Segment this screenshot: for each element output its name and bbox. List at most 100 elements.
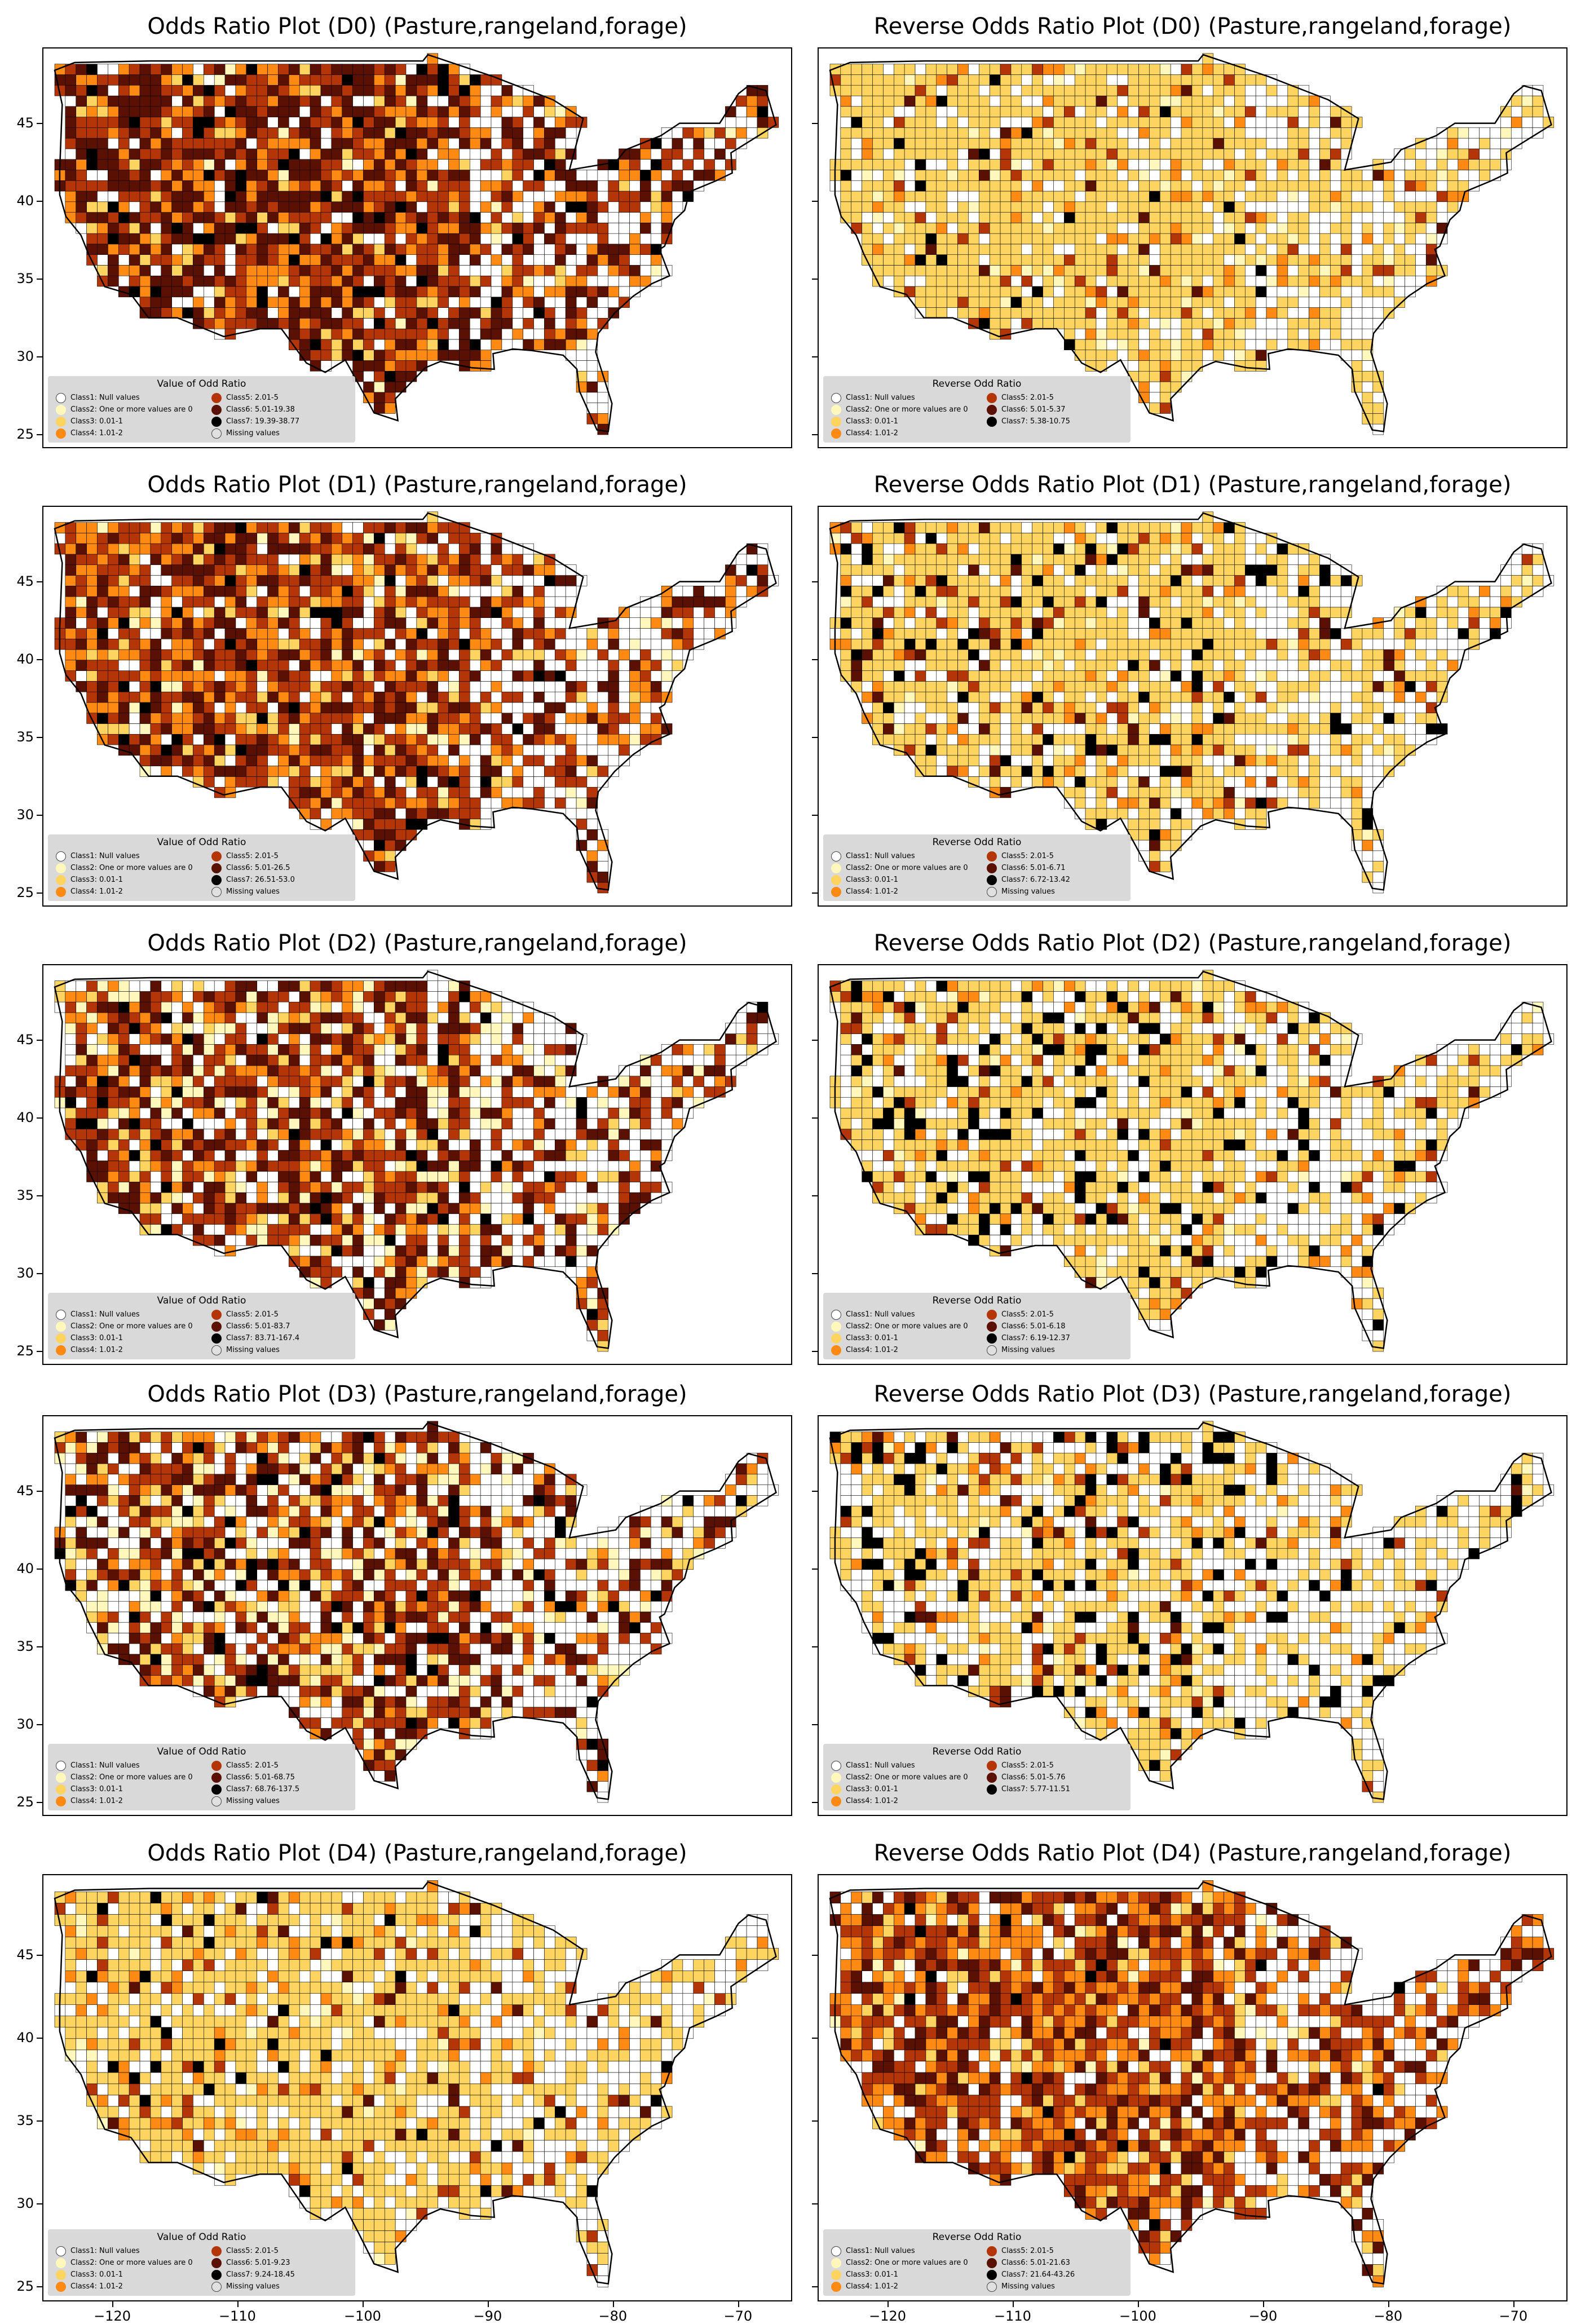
- county-cell: [1011, 671, 1022, 682]
- county-cell: [97, 628, 108, 639]
- county-cell: [172, 660, 183, 671]
- county-cell: [1234, 265, 1245, 276]
- county-cell: [937, 586, 947, 597]
- county-cell: [1319, 223, 1330, 233]
- county-cell: [1107, 318, 1118, 329]
- county-cell: [151, 223, 161, 233]
- county-cell: [1128, 276, 1139, 286]
- county-cell: [694, 628, 704, 639]
- county-cell: [395, 544, 406, 554]
- county-cell: [1043, 713, 1054, 724]
- county-cell: [427, 276, 438, 286]
- county-cell: [332, 745, 342, 755]
- county-cell: [1149, 107, 1160, 117]
- county-cell: [257, 286, 268, 297]
- county-cell: [979, 160, 990, 170]
- county-cell: [608, 755, 619, 766]
- county-cell: [1245, 180, 1256, 191]
- county-cell: [385, 308, 395, 319]
- county-cell: [257, 660, 268, 671]
- county-cell: [172, 523, 183, 533]
- county-cell: [193, 223, 204, 233]
- county-cell: [513, 554, 523, 565]
- county-cell: [406, 85, 417, 96]
- county-cell: [502, 160, 513, 170]
- county-cell: [661, 607, 672, 618]
- county-cell: [1064, 533, 1075, 544]
- county-cell: [118, 734, 129, 745]
- county-cell: [225, 213, 236, 223]
- county-cell: [555, 755, 566, 766]
- county-cell: [417, 233, 427, 244]
- county-cell: [958, 639, 969, 650]
- county-cell: [883, 723, 894, 734]
- county-cell: [246, 85, 257, 96]
- county-cell: [1085, 297, 1096, 308]
- county-cell: [364, 523, 374, 533]
- county-cell: [608, 233, 619, 244]
- county-cell: [87, 671, 98, 682]
- county-cell: [225, 233, 236, 244]
- county-cell: [183, 308, 193, 319]
- county-cell: [958, 671, 969, 682]
- county-cell: [1415, 265, 1426, 276]
- county-cell: [904, 554, 915, 565]
- county-cell: [459, 160, 470, 170]
- county-cell: [470, 74, 480, 85]
- county-cell: [1000, 297, 1011, 308]
- county-cell: [990, 671, 1000, 682]
- county-cell: [406, 244, 417, 255]
- county-cell: [1266, 160, 1277, 170]
- county-cell: [87, 85, 98, 96]
- county-cell: [1096, 213, 1107, 223]
- county-cell: [1181, 233, 1192, 244]
- county-cell: [1352, 318, 1362, 329]
- county-cell: [225, 202, 236, 213]
- county-cell: [1032, 318, 1043, 329]
- county-cell: [937, 308, 947, 319]
- county-cell: [1064, 149, 1075, 160]
- county-cell: [151, 64, 161, 75]
- county-cell: [480, 671, 491, 682]
- county-cell: [459, 734, 470, 745]
- county-cell: [1266, 318, 1277, 329]
- county-cell: [894, 533, 904, 544]
- county-cell: [968, 618, 979, 629]
- county-cell: [214, 565, 225, 576]
- county-cell: [257, 64, 268, 75]
- county-cell: [1203, 276, 1213, 286]
- county-cell: [915, 554, 926, 565]
- county-cell: [619, 213, 630, 223]
- county-cell: [1256, 107, 1266, 117]
- county-cell: [310, 586, 321, 597]
- county-cell: [1203, 117, 1213, 127]
- county-cell: [172, 117, 183, 127]
- legend-swatch: [987, 405, 997, 415]
- county-cell: [417, 160, 427, 170]
- county-cell: [278, 223, 289, 233]
- county-cell: [406, 660, 417, 671]
- county-cell: [289, 149, 299, 160]
- county-cell: [480, 787, 491, 798]
- county-cell: [1405, 213, 1415, 223]
- county-cell: [118, 85, 129, 96]
- county-cell: [1224, 297, 1235, 308]
- county-cell: [1277, 297, 1288, 308]
- county-cell: [915, 618, 926, 629]
- county-cell: [257, 681, 268, 692]
- county-cell: [990, 766, 1000, 777]
- county-cell: [1245, 329, 1256, 339]
- county-cell: [619, 233, 630, 244]
- county-cell: [1075, 286, 1085, 297]
- county-cell: [1319, 202, 1330, 213]
- county-cell: [374, 713, 385, 724]
- county-cell: [406, 107, 417, 117]
- county-cell: [417, 628, 427, 639]
- county-cell: [151, 180, 161, 191]
- county-cell: [598, 255, 608, 266]
- county-cell: [1245, 138, 1256, 149]
- county-cell: [947, 660, 958, 671]
- county-cell: [161, 639, 172, 650]
- county-cell: [1139, 170, 1150, 180]
- county-cell: [406, 149, 417, 160]
